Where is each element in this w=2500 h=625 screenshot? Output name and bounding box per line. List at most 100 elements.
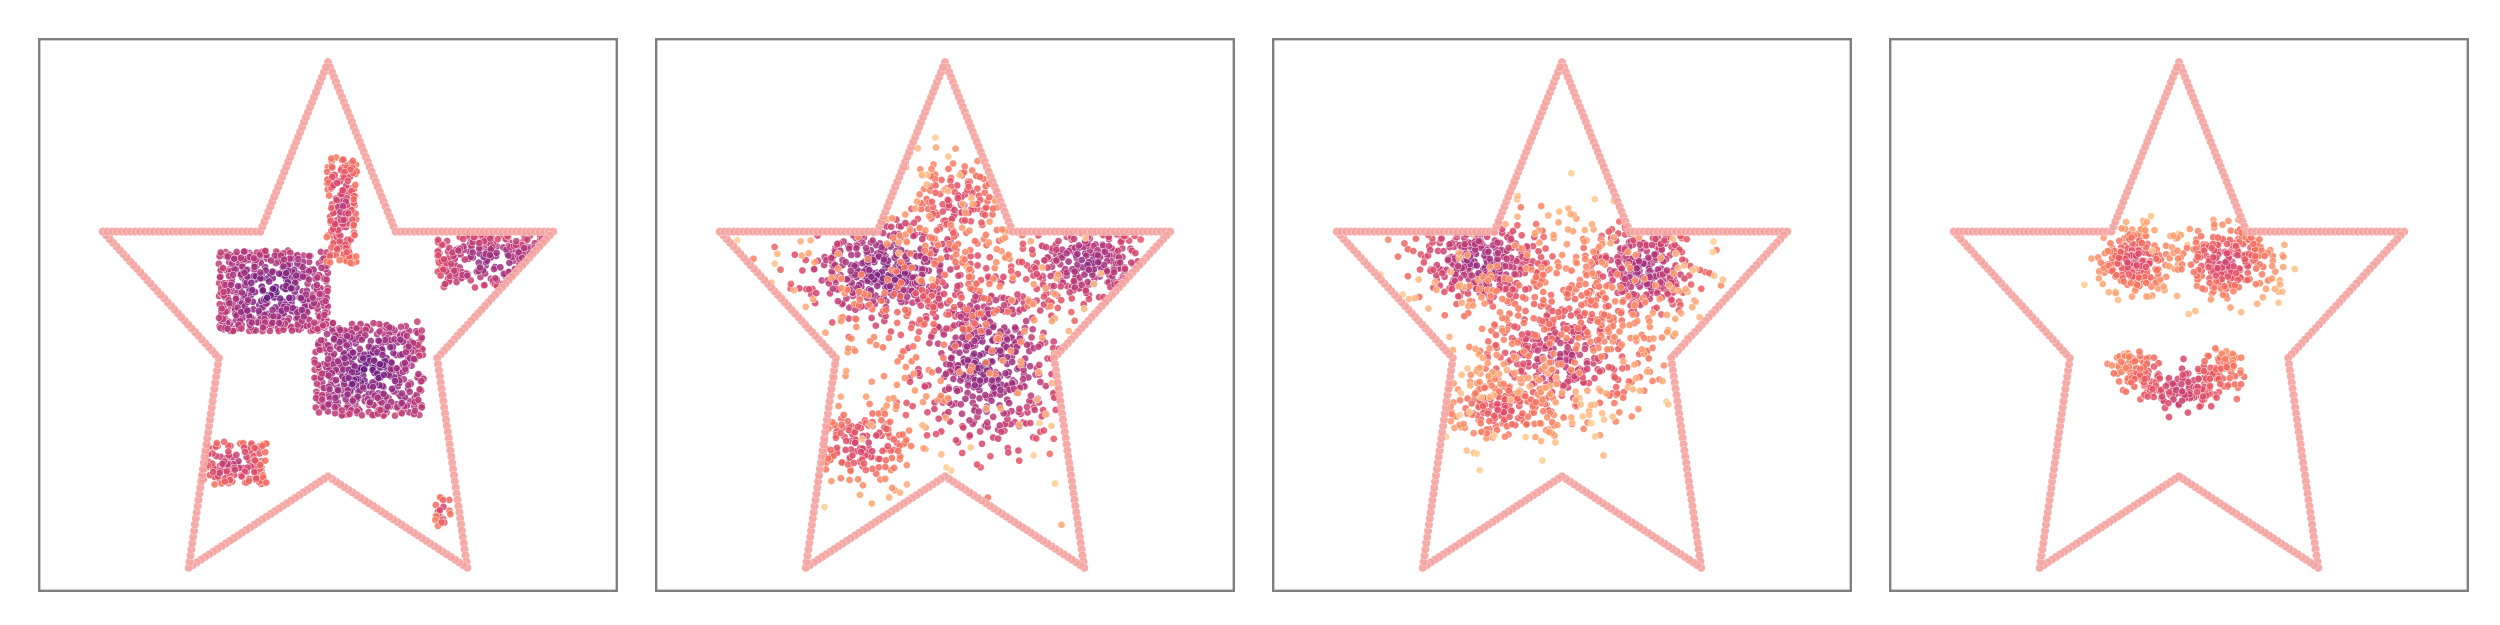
particle-point <box>411 406 419 415</box>
particle-point <box>285 293 294 302</box>
particle-point <box>907 323 915 332</box>
particle-point <box>909 342 918 351</box>
particle-point <box>1041 284 1050 293</box>
particle-point <box>863 255 872 264</box>
particle-point <box>868 236 877 245</box>
particle-point <box>867 499 876 508</box>
particle-point <box>1070 316 1079 325</box>
particle-point <box>471 283 479 292</box>
particle-point <box>1490 320 1499 329</box>
particle-point <box>268 318 277 327</box>
particle-point <box>867 272 876 281</box>
particle-point <box>1426 246 1434 254</box>
particle-point <box>790 286 798 295</box>
particle-point <box>943 394 952 403</box>
particle-point <box>936 376 945 385</box>
particle-point <box>1632 264 1641 273</box>
particle-point <box>859 481 867 490</box>
particle-point <box>930 404 939 413</box>
particle-point <box>944 164 953 173</box>
particle-point <box>965 272 974 281</box>
particle-point <box>1020 327 1029 336</box>
particle-point <box>958 333 967 342</box>
particle-point <box>928 368 936 377</box>
particle-point <box>370 356 378 365</box>
particle-point <box>1474 237 1483 246</box>
particle-point <box>398 389 406 398</box>
particle-point <box>1000 301 1008 310</box>
particle-point <box>219 287 228 296</box>
particle-point <box>896 488 904 497</box>
particle-point <box>872 431 881 440</box>
particle-point <box>326 258 335 267</box>
particle-point <box>209 467 217 476</box>
particle-point <box>1567 350 1576 359</box>
particle-point <box>1501 348 1509 357</box>
particle-point <box>324 371 333 380</box>
particle-point <box>1617 264 1626 273</box>
particle-point <box>930 260 939 268</box>
particle-point <box>331 393 340 402</box>
particle-point <box>366 398 374 407</box>
particle-point <box>352 252 361 261</box>
particle-point <box>1484 337 1493 346</box>
particle-point <box>1447 285 1456 293</box>
particle-point <box>1644 253 1653 262</box>
particle-point <box>305 275 313 284</box>
particle-point <box>520 244 529 252</box>
particle-point <box>955 368 964 377</box>
particle-point <box>1559 413 1568 422</box>
particle-point <box>989 204 997 213</box>
particle-point <box>322 275 331 284</box>
particle-point <box>1519 359 1528 368</box>
particle-point <box>1001 233 1009 242</box>
particle-point <box>909 369 918 378</box>
particle-point <box>890 463 898 472</box>
particle-point <box>1558 388 1566 397</box>
particle-point <box>922 180 931 189</box>
particle-point <box>1580 345 1589 353</box>
particle-point <box>1618 297 1627 306</box>
particle-point <box>359 383 367 392</box>
particle-point <box>255 250 264 259</box>
particle-point <box>882 424 891 433</box>
particle-point <box>929 303 938 311</box>
particle-point <box>1551 438 1560 447</box>
particle-point <box>1013 290 1022 299</box>
particle-point <box>903 292 912 301</box>
particle-point <box>842 436 851 445</box>
particle-point <box>968 312 977 320</box>
particle-point <box>1026 362 1034 371</box>
particle-point <box>268 267 277 276</box>
particle-point <box>996 404 1005 413</box>
particle-point <box>232 294 240 303</box>
particle-point <box>305 252 314 260</box>
particle-point <box>998 225 1006 234</box>
particle-point <box>1667 295 1676 304</box>
particle-point <box>877 416 886 425</box>
particle-point <box>953 282 962 290</box>
particle-point <box>1069 276 1078 285</box>
particle-point <box>220 477 229 486</box>
particle-point <box>809 295 817 304</box>
particle-point <box>942 324 951 333</box>
particle-point <box>976 173 985 181</box>
particle-point <box>1384 235 1392 244</box>
particle-point <box>216 248 225 257</box>
particle-point <box>849 459 858 467</box>
particle-point <box>1022 275 1031 284</box>
particle-point <box>997 427 1006 436</box>
particle-point <box>1036 378 1045 386</box>
particle-point <box>330 335 338 343</box>
boundary-point <box>321 62 331 72</box>
particle-point <box>1007 296 1016 305</box>
particle-point <box>986 452 995 461</box>
particle-point <box>988 346 996 355</box>
particle-point <box>996 385 1005 394</box>
particle-point <box>845 476 854 484</box>
particle-point <box>1104 242 1113 250</box>
particle-point <box>243 306 252 315</box>
particle-point <box>1042 243 1050 252</box>
particle-point <box>1015 404 1024 413</box>
particle-point <box>1029 280 1038 289</box>
